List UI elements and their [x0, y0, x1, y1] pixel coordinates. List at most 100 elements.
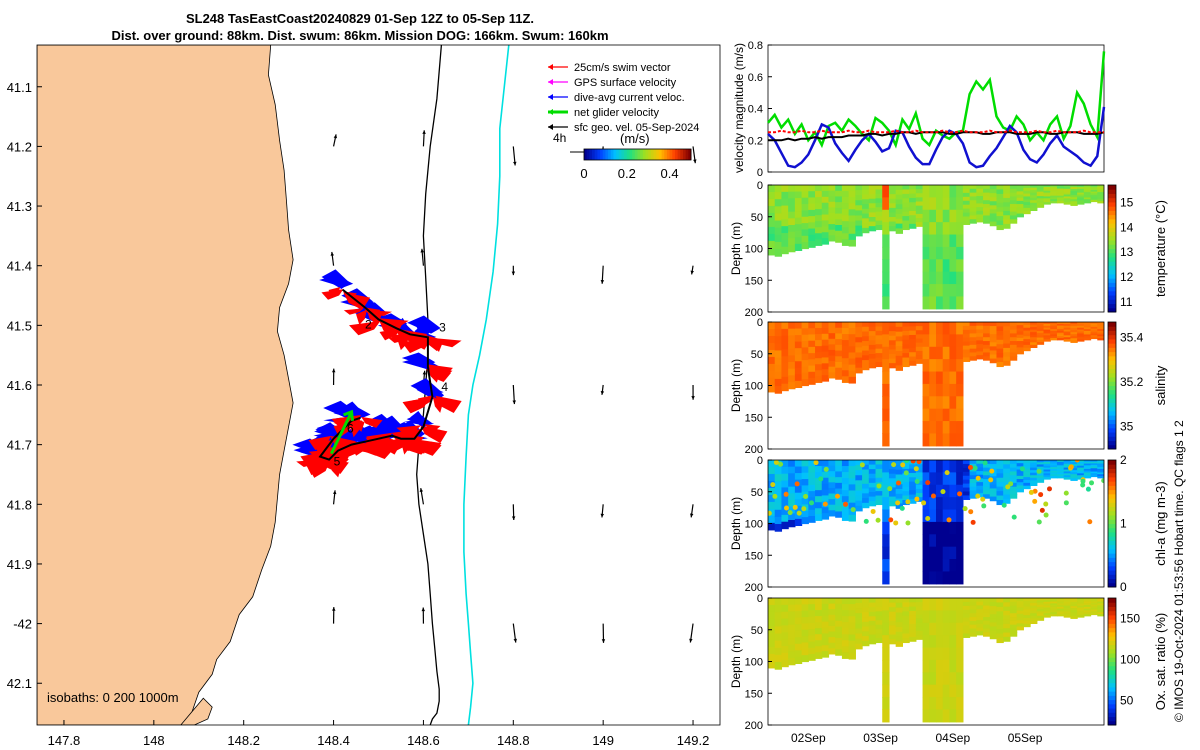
- section-cell: [808, 622, 816, 630]
- section-cell: [1056, 476, 1065, 479]
- section-cell: [828, 207, 836, 214]
- section-cell: [1090, 609, 1098, 612]
- section-cell: [875, 615, 883, 621]
- section-cell: [956, 635, 964, 649]
- section-cell: [922, 359, 930, 373]
- section-cell: [815, 239, 823, 246]
- section-cell: [929, 509, 937, 523]
- section-colorbar-cell: [1108, 708, 1116, 713]
- section-cell: [875, 326, 883, 332]
- section-cell: [1043, 329, 1051, 333]
- section-cell: [768, 653, 776, 662]
- chl-sample-dot: [835, 493, 841, 499]
- section-cell: [929, 659, 937, 673]
- section-cell: [774, 619, 783, 628]
- section-cell: [969, 617, 977, 622]
- section-cell: [1016, 604, 1024, 609]
- section-cell: [828, 471, 836, 478]
- section-cell: [768, 604, 776, 613]
- section-cell: [929, 234, 937, 248]
- section-cell: [976, 185, 984, 190]
- section-cell: [922, 484, 930, 498]
- net-velocity-arrow: [329, 411, 353, 455]
- section-y-tick-label: 200: [745, 307, 763, 319]
- section-cell: [1016, 185, 1024, 189]
- section-cell: [821, 627, 830, 635]
- section-cell: [774, 640, 783, 649]
- section-cell: [956, 571, 964, 585]
- section-cell: [949, 284, 957, 298]
- section-cell: [882, 497, 890, 511]
- section-cell: [949, 234, 957, 248]
- section-cell: [768, 377, 776, 386]
- section-cell: [1097, 185, 1104, 188]
- section-cell: [835, 190, 843, 198]
- section-cell: [989, 618, 998, 623]
- section-cell: [1083, 322, 1092, 325]
- section-cell: [942, 571, 951, 585]
- section-cell: [1043, 469, 1051, 473]
- section-cell: [882, 346, 890, 360]
- section-cell: [882, 371, 890, 385]
- section-cell: [862, 464, 870, 471]
- section-cell: [862, 612, 870, 618]
- section-cell: [801, 460, 809, 467]
- section-cell: [902, 482, 910, 488]
- section-cell: [774, 516, 783, 525]
- section-cell: [902, 185, 910, 191]
- section-colorbar-cell: [1108, 606, 1116, 612]
- section-cell: [956, 396, 964, 410]
- section-cell: [936, 559, 944, 573]
- section-cell: [1009, 185, 1018, 190]
- section-colorbar-cell: [1108, 322, 1116, 327]
- section-cell: [1063, 323, 1071, 327]
- section-cell: [781, 639, 789, 647]
- section-cell: [774, 474, 783, 482]
- section-cell: [781, 487, 789, 495]
- section-cell: [841, 478, 850, 485]
- section-cell: [788, 658, 796, 666]
- section-cell: [969, 490, 977, 495]
- section-cell: [902, 633, 910, 639]
- section-cell: [848, 328, 856, 335]
- section-cell: [962, 200, 971, 206]
- section-cell: [936, 408, 944, 422]
- section-cell: [949, 509, 957, 523]
- section-cell: [989, 484, 998, 490]
- section-cell: [929, 296, 937, 310]
- section-colorbar-cell: [1108, 423, 1116, 429]
- section-colorbar-cell: [1108, 432, 1116, 437]
- section-cell: [828, 212, 836, 220]
- arrow-head: [513, 638, 518, 643]
- section-cell: [1003, 322, 1011, 327]
- section-cell: [942, 322, 951, 335]
- section-cell: [828, 229, 836, 236]
- section-cell: [1063, 599, 1071, 603]
- section-colorbar-cell: [1108, 377, 1116, 382]
- section-cell: [841, 598, 850, 605]
- section-cell: [801, 629, 809, 637]
- section-cell: [801, 510, 809, 518]
- section-cell: [942, 622, 951, 636]
- section-cell: [1016, 601, 1024, 605]
- y-tick-label: 41.1: [7, 80, 32, 95]
- sfc-vel-arrow: [689, 623, 694, 643]
- section-cell: [882, 234, 890, 248]
- section-cell: [956, 460, 964, 473]
- section-cell: [1070, 604, 1078, 607]
- section-cell: [815, 358, 823, 365]
- section-cell: [1023, 612, 1031, 616]
- section-cell: [821, 196, 830, 204]
- section-cell: [915, 322, 924, 327]
- section-cell: [1090, 599, 1098, 602]
- arrow-head: [691, 396, 695, 400]
- section-cell: [909, 619, 917, 625]
- section-cell: [835, 327, 843, 335]
- section-cell: [1036, 187, 1045, 191]
- section-cell: [808, 491, 816, 498]
- section-cell: [794, 224, 803, 232]
- section-cell: [875, 344, 883, 350]
- section-cell: [821, 633, 830, 640]
- section-cell: [1063, 473, 1071, 476]
